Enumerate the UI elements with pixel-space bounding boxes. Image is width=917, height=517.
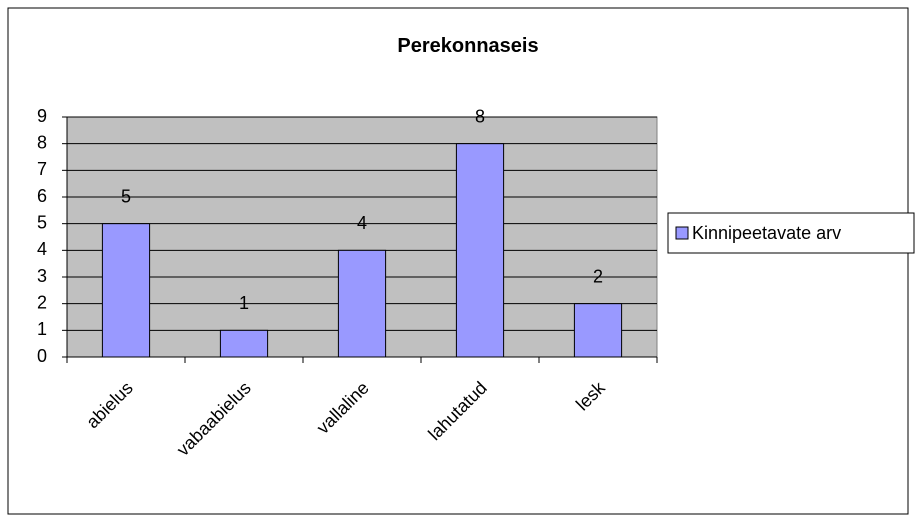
y-tick-label: 4 <box>37 239 47 259</box>
chart-title: Perekonnaseis <box>397 35 538 57</box>
data-label: 5 <box>121 186 131 206</box>
y-tick-label: 9 <box>37 106 47 126</box>
bar <box>337 249 387 358</box>
y-tick-label: 0 <box>37 346 47 366</box>
y-tick-label: 2 <box>37 292 47 312</box>
data-label: 1 <box>239 293 249 313</box>
y-tick-label: 3 <box>37 266 47 286</box>
bar <box>573 303 623 358</box>
y-tick-label: 8 <box>37 132 47 152</box>
data-label: 4 <box>357 213 367 233</box>
y-tick-label: 5 <box>37 212 47 232</box>
y-tick-label: 1 <box>37 319 47 339</box>
y-tick-label: 6 <box>37 186 47 206</box>
bar <box>101 223 151 358</box>
bar <box>455 143 505 358</box>
legend-label: Kinnipeetavate arv <box>692 223 841 243</box>
bar <box>219 329 269 358</box>
legend-box <box>667 212 915 254</box>
y-tick-label: 7 <box>37 159 47 179</box>
data-label: 8 <box>475 106 485 126</box>
legend-swatch <box>675 226 689 240</box>
data-label: 2 <box>593 266 603 286</box>
